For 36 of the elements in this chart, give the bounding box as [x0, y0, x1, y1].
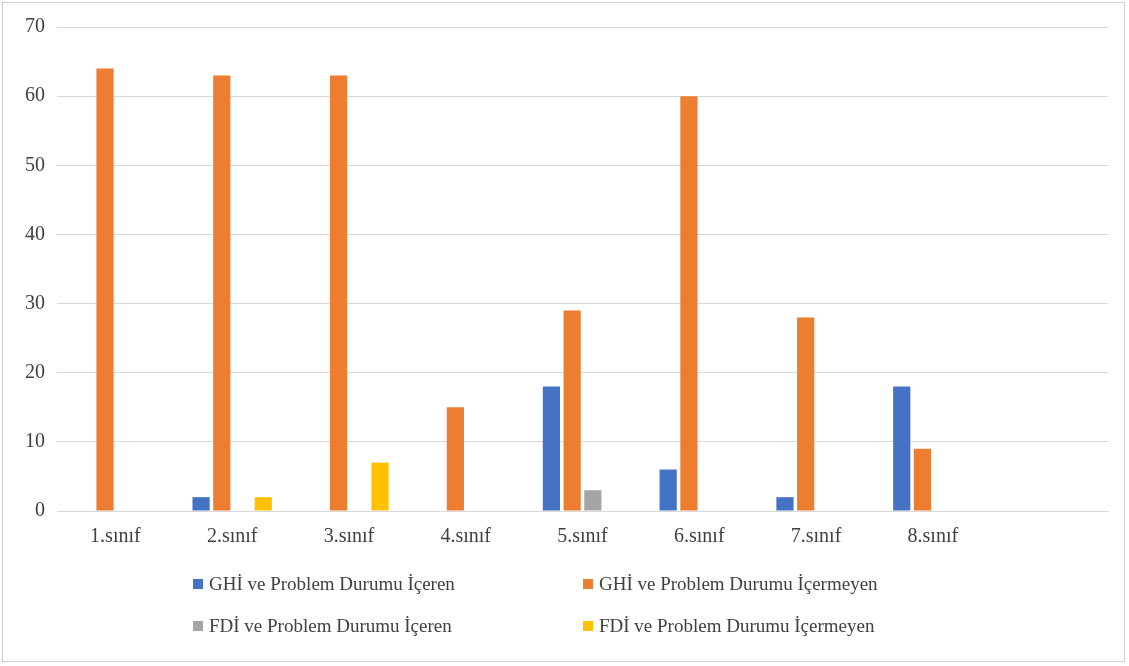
y-tick-label: 20 [25, 359, 45, 382]
bar [213, 75, 231, 511]
y-tick-label: 50 [25, 152, 45, 175]
legend-label: GHİ ve Problem Durumu İçermeyen [599, 573, 878, 595]
bar [371, 462, 389, 511]
x-tick-label: 1.sınıf [90, 524, 141, 547]
x-tick-label: 2.sınıf [206, 524, 258, 547]
bar [254, 497, 272, 511]
x-tick-label: 3.sınıf [323, 524, 375, 547]
bar [893, 386, 911, 511]
bar [96, 68, 114, 511]
bar [913, 448, 932, 511]
y-tick-label: 40 [25, 221, 45, 244]
bar [680, 96, 698, 511]
bar [659, 469, 677, 511]
bar [542, 386, 561, 511]
x-tick-label: 7.sınıf [790, 524, 842, 547]
bar [446, 407, 464, 511]
x-tick-label: 5.sınıf [557, 524, 609, 547]
legend-label: FDİ ve Problem Durumu İçermeyen [599, 615, 875, 637]
bar [776, 497, 794, 511]
legend-label: GHİ ve Problem Durumu İçeren [209, 573, 455, 595]
y-tick-label: 60 [25, 83, 45, 106]
x-tick-label: 8.sınıf [907, 524, 959, 547]
bar [797, 317, 815, 511]
bar [329, 75, 348, 511]
x-tick-label: 4.sınıf [440, 524, 492, 547]
bar [563, 310, 581, 511]
y-tick-label: 10 [25, 429, 45, 452]
legend-label: FDİ ve Problem Durumu İçeren [209, 615, 452, 637]
y-tick-label: 30 [25, 290, 45, 313]
bar [192, 497, 210, 511]
bar [584, 490, 602, 511]
y-tick-label: 70 [25, 14, 45, 37]
y-tick-label: 0 [35, 498, 45, 521]
x-tick-label: 6.sınıf [674, 524, 725, 547]
